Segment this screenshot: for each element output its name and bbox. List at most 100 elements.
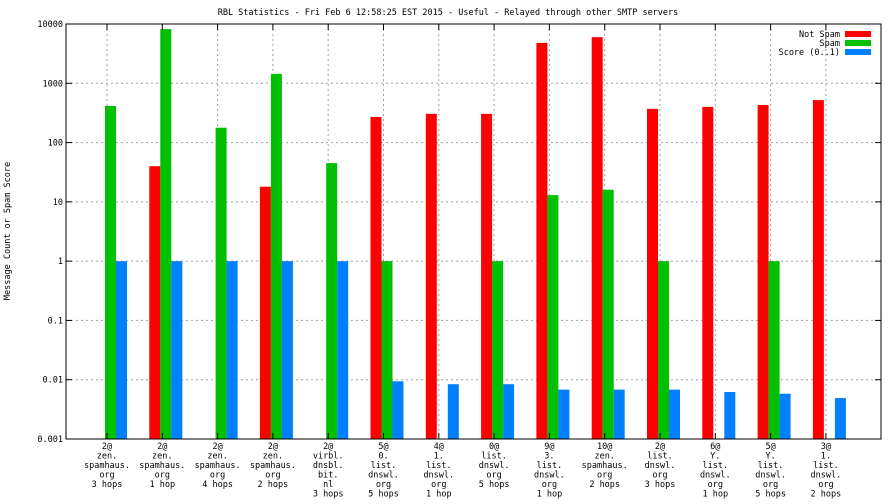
x-tick-label-line: 2@ bbox=[323, 442, 333, 452]
bar-spam bbox=[547, 195, 559, 439]
x-tick-label: 2@ zen. spamhaus. org 4 hops bbox=[195, 442, 241, 490]
bar-not-spam bbox=[647, 108, 658, 439]
bar-not-spam bbox=[149, 166, 161, 440]
legend-swatch bbox=[845, 40, 871, 46]
x-tick-label-line: 2 hops bbox=[811, 490, 842, 500]
y-tick-label: 10000 bbox=[37, 20, 63, 30]
x-tick-label-line: list. bbox=[426, 461, 452, 471]
bar-score bbox=[503, 384, 515, 439]
bar-spam bbox=[105, 105, 116, 440]
legend-swatch bbox=[845, 31, 871, 37]
y-tick-label: 0.01 bbox=[43, 376, 63, 386]
x-tick-label-line: 2@ bbox=[655, 442, 665, 452]
x-tick-label-line: Y. bbox=[710, 452, 720, 462]
x-tick-label-line: Y. bbox=[765, 452, 775, 462]
x-tick-label-line: spamhaus. bbox=[250, 461, 296, 471]
x-tick-label-line: dnswl. bbox=[645, 461, 676, 471]
x-tick-label-line: zen. bbox=[152, 452, 172, 462]
bar-spam bbox=[658, 261, 669, 439]
x-tick-label-line: 2@ bbox=[102, 442, 112, 452]
x-tick-label-line: dnsbl. bbox=[313, 461, 344, 471]
x-tick-label-line: org bbox=[542, 480, 557, 490]
x-tick-label-line: 0@ bbox=[489, 442, 499, 452]
plot-frame bbox=[65, 23, 882, 440]
bar-score bbox=[392, 381, 404, 439]
bar-spam bbox=[768, 261, 780, 439]
bar-score bbox=[226, 261, 238, 439]
bar-not-spam bbox=[259, 186, 271, 439]
x-tick-label-line: 2 hops bbox=[589, 480, 620, 490]
x-tick-label-line: org bbox=[376, 480, 391, 490]
y-tick-label: 0.001 bbox=[37, 435, 63, 445]
x-tick-label-line: 1. bbox=[821, 452, 831, 462]
x-tick-label-line: dnswl. bbox=[423, 471, 454, 481]
legend-swatch bbox=[845, 49, 871, 55]
x-tick-label-line: dnswl. bbox=[755, 471, 786, 481]
bars bbox=[105, 29, 846, 440]
bar-not-spam bbox=[481, 113, 493, 439]
bar-spam bbox=[215, 127, 227, 439]
y-ticks: 0.001 0.01 0.1 1 10 100 1000 10000 bbox=[37, 20, 881, 445]
x-tick-label-line: spamhaus. bbox=[84, 461, 130, 471]
x-tick-label-line: dnswl. bbox=[479, 461, 510, 471]
x-tick-label-line: zen. bbox=[97, 452, 117, 462]
bar-spam bbox=[270, 73, 282, 439]
x-tick-label-line: 3 hops bbox=[645, 480, 676, 490]
x-tick-label-line: zen. bbox=[207, 452, 227, 462]
x-tick-label: 2@ zen. spamhaus. org 3 hops bbox=[84, 442, 130, 490]
x-tick-label: 5@ Y. list. dnswl. org 5 hops bbox=[755, 442, 786, 500]
x-tick-label: 2@ zen. spamhaus. org 1 hop bbox=[139, 442, 185, 490]
x-tick-label-line: 1 hop bbox=[537, 490, 563, 500]
chart-title: RBL Statistics - Fri Feb 6 12:58:25 EST … bbox=[218, 8, 679, 18]
x-tick-label-line: org bbox=[818, 480, 833, 490]
x-tick-label-line: 2 hops bbox=[258, 480, 289, 490]
x-tick-label-line: org bbox=[708, 480, 723, 490]
x-tick-label: 2@ virbl. dnsbl. bit. nl 3 hops bbox=[313, 442, 344, 500]
bar-not-spam bbox=[812, 100, 824, 440]
y-tick-label: 0.1 bbox=[48, 316, 63, 326]
bar-not-spam bbox=[536, 42, 548, 440]
bar-spam bbox=[492, 261, 504, 439]
x-tick-label-line: zen. bbox=[594, 452, 614, 462]
x-tick-label: 2@ list. dnswl. org 3 hops bbox=[645, 442, 676, 490]
x-tick-label-line: org bbox=[652, 471, 667, 481]
x-tick-label-line: 0. bbox=[378, 452, 388, 462]
x-tick-label-line: org bbox=[486, 471, 501, 481]
x-tick-label-line: 2@ bbox=[268, 442, 278, 452]
bar-score bbox=[613, 389, 625, 439]
x-tick-label-line: 2@ bbox=[212, 442, 222, 452]
x-tick-label-line: spamhaus. bbox=[582, 461, 628, 471]
x-tick-label: 5@ 0. list. dnswl. org 5 hops bbox=[368, 442, 399, 500]
x-tick-label-line: 3 hops bbox=[92, 480, 123, 490]
bar-not-spam bbox=[702, 106, 714, 439]
x-tick-label-line: dnswl. bbox=[534, 471, 565, 481]
x-tick-label-line: 4@ bbox=[434, 442, 444, 452]
x-tick-label: 0@ list. dnswl. org 5 hops bbox=[479, 442, 510, 490]
x-tick-label: 3@ 1. list. dnswl. org 2 hops bbox=[811, 442, 842, 500]
x-tick-label-line: dnswl. bbox=[368, 471, 399, 481]
x-tick-label-line: org bbox=[763, 480, 778, 490]
bar-score bbox=[281, 261, 293, 439]
y-tick-label: 100 bbox=[48, 139, 63, 149]
x-tick-label-line: dnswl. bbox=[700, 471, 731, 481]
bar-score bbox=[116, 261, 127, 439]
x-tick-label-line: 10@ bbox=[597, 442, 612, 452]
x-tick-label-line: list. bbox=[758, 461, 784, 471]
bar-not-spam bbox=[757, 105, 769, 439]
bar-score bbox=[779, 393, 791, 439]
x-tick-label-line: org bbox=[155, 471, 170, 481]
x-tick-label-line: list. bbox=[813, 461, 839, 471]
y-tick-label: 1000 bbox=[43, 79, 63, 89]
bar-not-spam bbox=[370, 116, 382, 440]
x-tick-label-line: org bbox=[99, 471, 114, 481]
x-tick-label-line: 1 hop bbox=[703, 490, 729, 500]
x-tick-label: 4@ 1. list. dnswl. org 1 hop bbox=[423, 442, 454, 500]
bar-spam bbox=[381, 261, 393, 439]
x-tick-label-line: 1 hop bbox=[150, 480, 176, 490]
x-tick-label-line: list. bbox=[647, 452, 673, 462]
x-tick-label-line: spamhaus. bbox=[195, 461, 241, 471]
x-tick-label-line: list. bbox=[371, 461, 397, 471]
x-tick-label: 9@ 3. list. dnswl. org 1 hop bbox=[534, 442, 565, 500]
x-tick-label-line: bit. bbox=[318, 471, 338, 481]
